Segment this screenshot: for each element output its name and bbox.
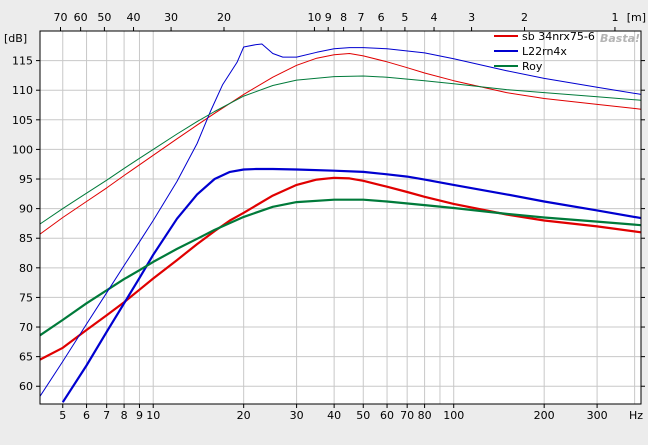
top-tick-label: 70 [53, 11, 67, 24]
y-tick-label: 95 [19, 173, 33, 186]
top-tick-label: 4 [431, 11, 438, 24]
x-tick-label: 7 [103, 409, 110, 422]
y-tick-label: 115 [12, 55, 33, 68]
y-tick-label: 80 [19, 262, 33, 275]
x-tick-label: 200 [534, 409, 555, 422]
y-tick-label: 75 [19, 291, 33, 304]
series-line-3 [39, 53, 642, 235]
top-tick-label: 1 [611, 11, 618, 24]
x-tick-label: 20 [237, 409, 251, 422]
y-tick-label: 105 [12, 114, 33, 127]
x-tick-label: 80 [418, 409, 432, 422]
y-tick-label: 100 [12, 143, 33, 156]
x-tick-label: 50 [356, 409, 370, 422]
series-line-2 [39, 198, 642, 337]
top-tick-label: 9 [325, 11, 332, 24]
x-tick-label: 6 [83, 409, 90, 422]
top-tick-label: 7 [357, 11, 364, 24]
top-tick-label: 20 [217, 11, 231, 24]
x-tick-label: 40 [327, 409, 341, 422]
legend-label-2: Roy [522, 60, 543, 73]
x-axis-label: Hz [629, 409, 643, 422]
top-axis-label: [m] [627, 11, 646, 24]
y-tick-label: 60 [19, 380, 33, 393]
top-tick-label: 6 [378, 11, 385, 24]
x-tick-label: 300 [587, 409, 608, 422]
top-tick-label: 3 [468, 11, 475, 24]
y-tick-label: 85 [19, 232, 33, 245]
y-tick-label: 65 [19, 351, 33, 364]
plot-frame [39, 30, 642, 405]
x-tick-label: 5 [59, 409, 66, 422]
legend-label-1: L22rn4x [522, 45, 567, 58]
x-tick-label: 10 [146, 409, 160, 422]
y-tick-label: 110 [12, 84, 33, 97]
top-tick-label: 10 [307, 11, 321, 24]
top-tick-label: 5 [401, 11, 408, 24]
watermark-logo: Basta! [600, 32, 640, 45]
top-tick-label: 50 [97, 11, 111, 24]
x-tick-label: 9 [136, 409, 143, 422]
x-tick-label: 100 [443, 409, 464, 422]
series-line-5 [39, 75, 642, 225]
series-line-1 [61, 167, 642, 403]
top-tick-label: 30 [164, 11, 178, 24]
x-tick-label: 60 [380, 409, 394, 422]
x-tick-label: 8 [121, 409, 128, 422]
y-tick-label: 90 [19, 203, 33, 216]
top-tick-label: 2 [521, 11, 528, 24]
x-tick-label: 30 [290, 409, 304, 422]
top-tick-label: 40 [127, 11, 141, 24]
top-tick-label: 8 [340, 11, 347, 24]
y-tick-label: 70 [19, 321, 33, 334]
x-tick-label: 70 [400, 409, 414, 422]
y-axis-label: [dB] [4, 32, 27, 45]
series-line-4 [39, 43, 642, 397]
top-tick-label: 60 [74, 11, 88, 24]
legend-label-0: sb 34nrx75-6 [522, 30, 595, 43]
